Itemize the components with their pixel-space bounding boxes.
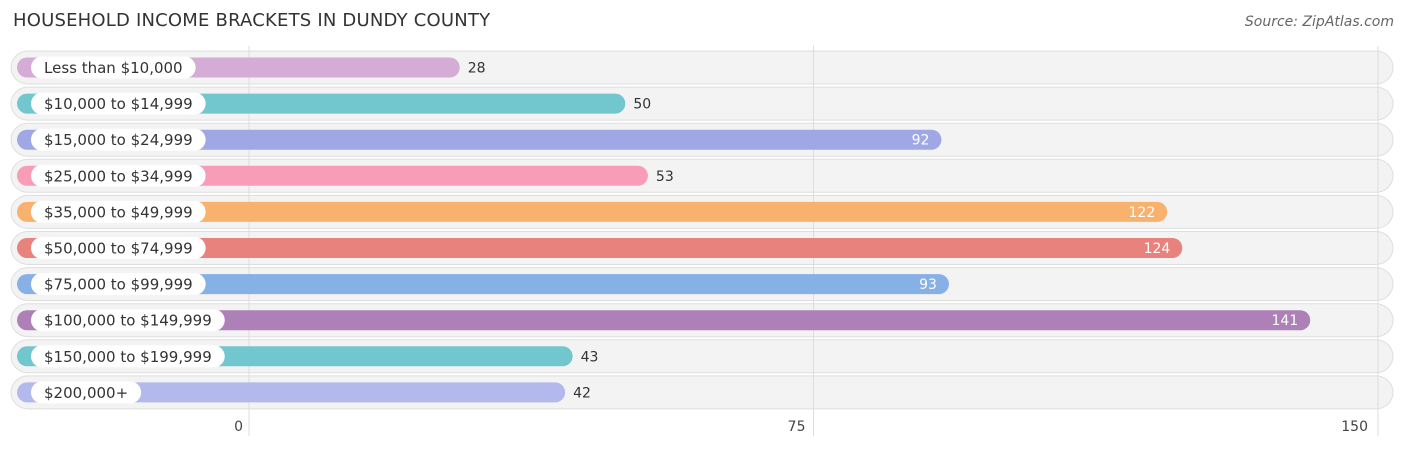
value-label: 43 xyxy=(581,349,599,365)
label-pill xyxy=(31,345,225,368)
value-label: 124 xyxy=(1144,241,1171,257)
label-pill xyxy=(31,164,206,187)
label-pill xyxy=(31,309,225,332)
bar xyxy=(17,201,1168,222)
label-pill xyxy=(31,92,206,115)
category-label: $75,000 to $99,999 xyxy=(44,276,193,294)
value-label: 28 xyxy=(468,61,486,77)
source-label: Source: ZipAtlas.com xyxy=(1244,14,1394,30)
bar xyxy=(17,129,942,150)
label-pill xyxy=(31,237,206,259)
label-pill xyxy=(31,200,206,223)
category-label: $15,000 to $24,999 xyxy=(44,131,193,149)
value-label: 122 xyxy=(1129,205,1156,221)
label-pill xyxy=(31,128,206,151)
label-pill xyxy=(31,381,142,404)
x-tick-label: 150 xyxy=(1341,419,1368,435)
chart-title: HOUSEHOLD INCOME BRACKETS IN DUNDY COUNT… xyxy=(13,10,491,31)
category-label: Less than $10,000 xyxy=(44,59,183,77)
value-label: 50 xyxy=(633,97,651,113)
label-pill xyxy=(31,56,196,79)
value-label: 92 xyxy=(912,133,930,149)
x-tick-label: 0 xyxy=(234,419,243,435)
bar xyxy=(17,238,1183,258)
bar xyxy=(17,382,566,403)
category-label: $35,000 to $49,999 xyxy=(44,203,193,221)
category-label: $50,000 to $74,999 xyxy=(44,240,193,258)
label-pill xyxy=(31,273,206,296)
x-tick-label: 75 xyxy=(788,419,806,435)
category-label: $150,000 to $199,999 xyxy=(44,348,212,366)
category-label: $10,000 to $14,999 xyxy=(44,95,193,113)
category-label: $100,000 to $149,999 xyxy=(44,312,212,330)
bar xyxy=(17,274,949,295)
category-label: $200,000+ xyxy=(44,384,128,402)
value-label: 42 xyxy=(573,385,591,401)
value-label: 141 xyxy=(1272,313,1299,329)
category-label: $25,000 to $34,999 xyxy=(44,167,193,185)
value-label: 93 xyxy=(919,277,937,293)
value-label: 53 xyxy=(656,169,674,185)
bar xyxy=(17,310,1311,331)
